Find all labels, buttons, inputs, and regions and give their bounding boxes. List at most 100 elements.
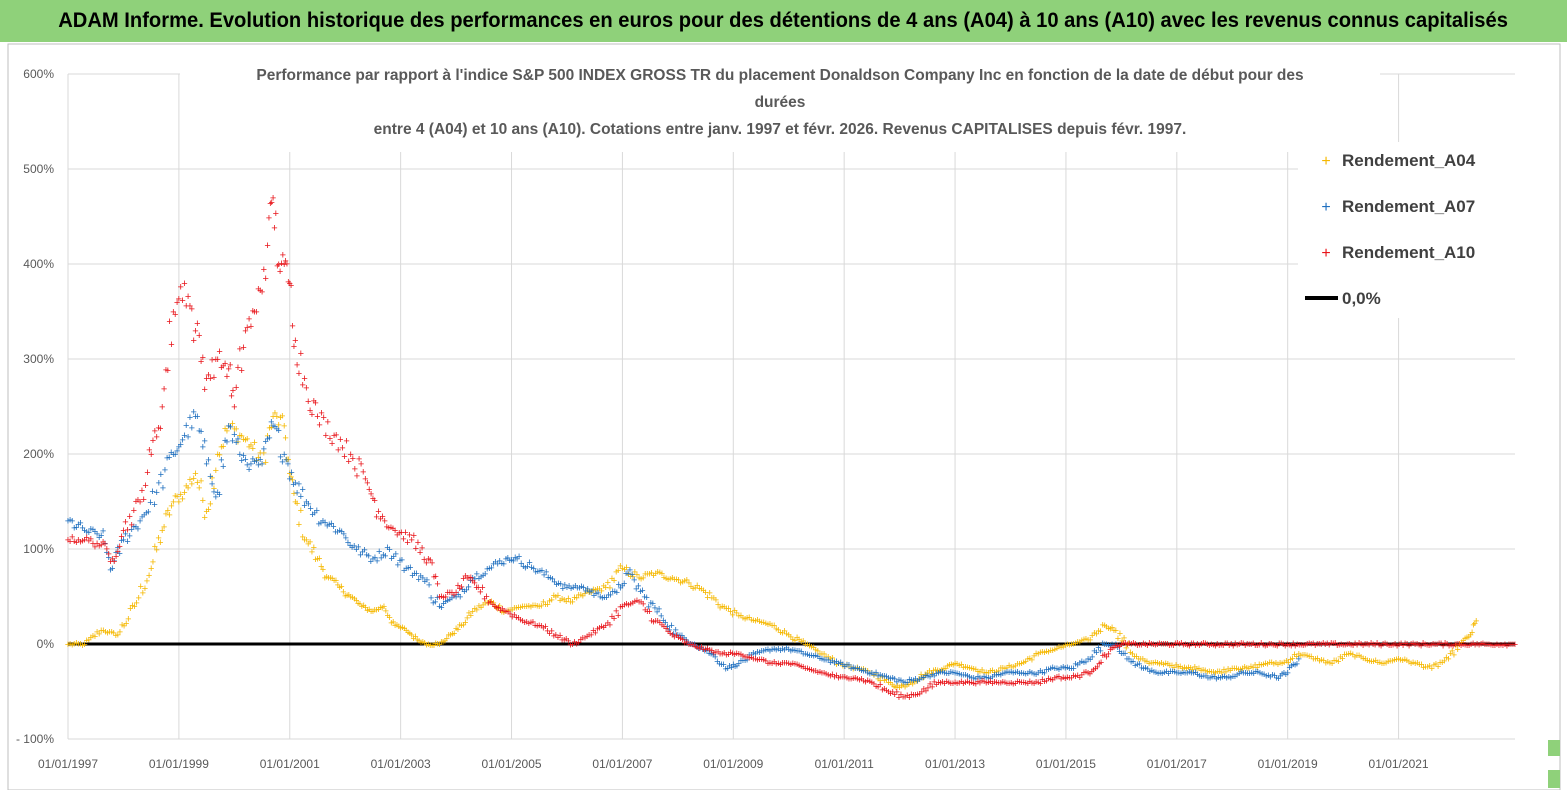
data-point: + [1226, 671, 1232, 683]
data-point: + [344, 590, 350, 602]
data-point: + [479, 582, 485, 594]
data-point: + [1216, 640, 1222, 652]
data-point: + [1140, 663, 1146, 675]
data-point: + [1232, 671, 1238, 683]
data-point: + [1352, 652, 1358, 664]
data-point: + [1343, 649, 1349, 661]
data-point: + [1504, 640, 1510, 652]
data-point: + [425, 554, 431, 566]
data-point: + [482, 597, 488, 609]
data-point: + [1214, 666, 1220, 678]
data-point: + [1182, 668, 1188, 680]
data-point: + [1039, 646, 1045, 658]
data-point: + [483, 591, 489, 603]
data-point: + [420, 573, 426, 585]
data-point: + [603, 620, 609, 632]
data-point: + [877, 669, 883, 681]
data-point: + [205, 504, 211, 516]
data-point: + [381, 601, 387, 613]
data-point: + [1302, 649, 1308, 661]
data-point: + [943, 663, 949, 675]
data-point: + [871, 669, 877, 681]
data-point: + [511, 610, 517, 622]
data-point: + [582, 585, 588, 597]
data-point: + [1033, 677, 1039, 689]
data-point: + [549, 625, 555, 637]
data-point: + [987, 673, 993, 685]
data-point: + [547, 573, 553, 585]
data-point: + [1219, 671, 1225, 683]
data-point: + [1237, 664, 1243, 676]
data-point: + [146, 445, 152, 457]
data-point: + [752, 653, 758, 665]
data-point: + [1176, 638, 1182, 650]
data-point: + [765, 658, 771, 670]
data-point: + [833, 670, 839, 682]
data-point: + [1020, 677, 1026, 689]
data-point: + [1113, 625, 1119, 637]
data-point: + [1370, 639, 1376, 651]
data-point: + [1176, 668, 1182, 680]
data-point: + [968, 672, 974, 684]
data-point: + [1047, 674, 1053, 686]
data-point: + [142, 583, 148, 595]
data-point: + [553, 630, 559, 642]
data-point: + [109, 563, 115, 575]
data-point: + [1124, 653, 1130, 665]
data-point: + [738, 655, 744, 667]
data-point: + [292, 497, 298, 509]
data-point: + [469, 573, 475, 585]
data-point: + [1435, 661, 1441, 673]
data-point: + [603, 582, 609, 594]
data-point: + [1182, 639, 1188, 651]
data-point: + [142, 480, 148, 492]
data-point: + [821, 667, 827, 679]
series-Rendement_A07: ++++++++++++++++++++++++++++++++++++++++… [65, 406, 1302, 689]
data-point: + [1258, 659, 1264, 671]
data-point: + [519, 615, 525, 627]
data-point: + [86, 527, 92, 539]
data-point: + [311, 542, 317, 554]
data-point: + [312, 397, 318, 409]
data-point: + [939, 665, 945, 677]
data-point: + [966, 671, 972, 683]
data-point: + [73, 638, 79, 650]
data-point: + [436, 639, 442, 651]
data-point: + [178, 439, 184, 451]
data-point: + [668, 620, 674, 632]
data-point: + [561, 635, 567, 647]
data-point: + [447, 587, 453, 599]
data-point: + [190, 335, 196, 347]
data-point: + [966, 678, 972, 690]
data-point: + [1052, 663, 1058, 675]
data-point: + [305, 538, 311, 550]
data-point: + [390, 616, 396, 628]
data-point: + [104, 627, 110, 639]
data-point: + [1074, 659, 1080, 671]
data-point: + [1420, 662, 1426, 674]
data-point: + [563, 596, 569, 608]
data-point: + [679, 576, 685, 588]
data-point: + [614, 587, 620, 599]
data-point: + [1348, 640, 1354, 652]
data-point: + [694, 580, 700, 592]
data-point: + [113, 547, 119, 559]
data-point: + [958, 676, 964, 688]
data-point: + [630, 571, 636, 583]
data-point: + [503, 554, 509, 566]
data-point: + [166, 316, 172, 328]
data-point: + [253, 455, 259, 467]
data-point: + [196, 483, 202, 495]
data-point: + [1282, 640, 1288, 652]
data-point: + [1306, 651, 1312, 663]
data-point: + [580, 591, 586, 603]
data-point: + [266, 212, 272, 224]
data-point: + [1386, 640, 1392, 652]
data-point: + [1186, 640, 1192, 652]
data-point: + [379, 511, 385, 523]
data-point: + [773, 623, 779, 635]
data-point: + [505, 552, 511, 564]
data-point: + [1427, 661, 1433, 673]
data-point: + [394, 529, 400, 541]
data-point: + [1338, 639, 1344, 651]
